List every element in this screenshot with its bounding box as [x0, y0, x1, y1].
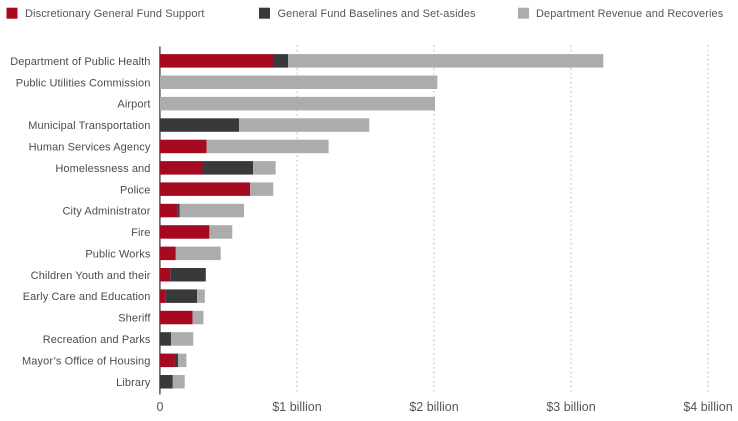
svg-text:General Fund Baselines and Set: General Fund Baselines and Set-asides	[278, 8, 477, 20]
svg-text:Mayor’s Office of Housing: Mayor’s Office of Housing	[22, 355, 150, 367]
svg-text:Children Youth and their: Children Youth and their	[31, 270, 151, 282]
svg-text:$4 billion: $4 billion	[683, 400, 732, 414]
svg-text:0: 0	[157, 400, 164, 414]
svg-text:$1 billion: $1 billion	[272, 400, 321, 414]
svg-text:Homelessness and: Homelessness and	[55, 163, 150, 175]
svg-text:Municipal Transportation: Municipal Transportation	[28, 120, 150, 132]
svg-text:Department Revenue and Recover: Department Revenue and Recoveries	[536, 8, 724, 20]
svg-text:Sheriff: Sheriff	[118, 313, 151, 325]
svg-text:Library: Library	[116, 377, 151, 389]
svg-text:Airport: Airport	[117, 99, 150, 111]
svg-text:Police: Police	[120, 184, 151, 196]
svg-text:Recreation and Parks: Recreation and Parks	[43, 334, 151, 346]
svg-text:City Administrator: City Administrator	[63, 206, 151, 218]
svg-text:$3 billion: $3 billion	[546, 400, 595, 414]
svg-text:Discretionary General Fund Sup: Discretionary General Fund Support	[25, 8, 205, 20]
svg-text:Public Works: Public Works	[85, 249, 151, 261]
svg-text:Human Services Agency: Human Services Agency	[29, 142, 151, 154]
svg-text:Department of Public Health: Department of Public Health	[10, 56, 150, 68]
svg-text:Early Care and Education: Early Care and Education	[23, 291, 151, 303]
svg-text:Fire: Fire	[131, 227, 150, 239]
svg-text:Public Utilities Commission: Public Utilities Commission	[16, 77, 151, 89]
svg-text:$2 billion: $2 billion	[409, 400, 458, 414]
